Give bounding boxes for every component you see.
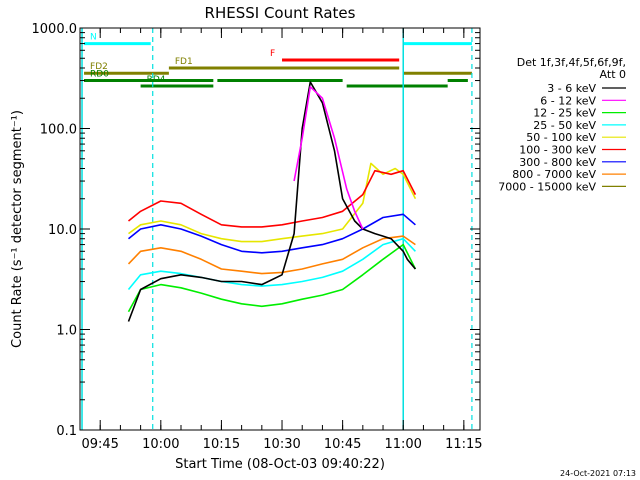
legend-entry-3: 25 - 50 keV: [533, 119, 596, 132]
y-axis-label: Count Rate (s⁻¹ detector segment⁻¹): [10, 110, 25, 348]
state-bar-label-fd1: FD1: [175, 57, 193, 67]
legend-entry-1: 6 - 12 keV: [540, 94, 596, 107]
y-tick-label: 10.0: [48, 223, 77, 238]
series-line-1: [293, 86, 364, 230]
x-axis: 09:45 10:00 10:15 10:30 10:45 11:00 11:15: [79, 28, 483, 452]
x-tick-label: 10:00: [142, 437, 179, 452]
x-tick-label: 11:00: [384, 437, 421, 452]
state-bar-label-n: N: [90, 33, 97, 43]
series-line-7: [127, 235, 416, 275]
y-tick-label: 1.0: [56, 324, 77, 339]
x-tick-label: 11:15: [445, 437, 482, 452]
chart-title: RHESSI Count Rates: [205, 4, 356, 22]
series-line-5: [127, 169, 417, 228]
x-tick-label: 10:30: [263, 437, 300, 452]
y-tick-label: 100.0: [40, 123, 77, 138]
timestamp: 24-Oct-2021 07:13: [560, 469, 636, 478]
state-bar-label-rd4: RD4: [147, 75, 166, 85]
legend-entry-0: 3 - 6 keV: [547, 82, 596, 95]
legend-entry-2: 12 - 25 keV: [533, 107, 596, 120]
y-tick-label: 1000.0: [32, 22, 78, 37]
legend-entry-8: 7000 - 15000 keV: [498, 180, 596, 193]
series-line-0: [127, 81, 417, 322]
legend-entry-4: 50 - 100 keV: [526, 131, 596, 144]
series-line-2: [127, 243, 417, 313]
x-tick-label: 09:45: [81, 437, 118, 452]
legend-header-att: Att 0: [600, 68, 626, 81]
x-tick-label: 10:15: [203, 437, 240, 452]
series-line-6: [127, 213, 416, 254]
legend-header: Det 1f,3f,4f,5f,6f,9f,: [517, 56, 626, 69]
x-axis-label: Start Time (08-Oct-03 09:40:22): [175, 457, 385, 472]
state-bar-label-fd2: FD2: [90, 62, 108, 72]
legend-entry-6: 300 - 800 keV: [519, 156, 596, 169]
x-tick-label: 10:45: [324, 437, 361, 452]
legend-entry-5: 100 - 300 keV: [519, 144, 596, 157]
series-lines: [127, 81, 417, 322]
state-bar-label-rd0: RD0: [90, 70, 109, 80]
y-tick-label: 0.1: [56, 424, 77, 439]
series-line-3: [127, 237, 416, 291]
legend-entry-7: 800 - 7000 keV: [512, 168, 596, 181]
state-bar-label-f: F: [270, 49, 275, 59]
y-axis: 0.1 1.0 10.0 100.0 1000.0: [32, 22, 480, 439]
